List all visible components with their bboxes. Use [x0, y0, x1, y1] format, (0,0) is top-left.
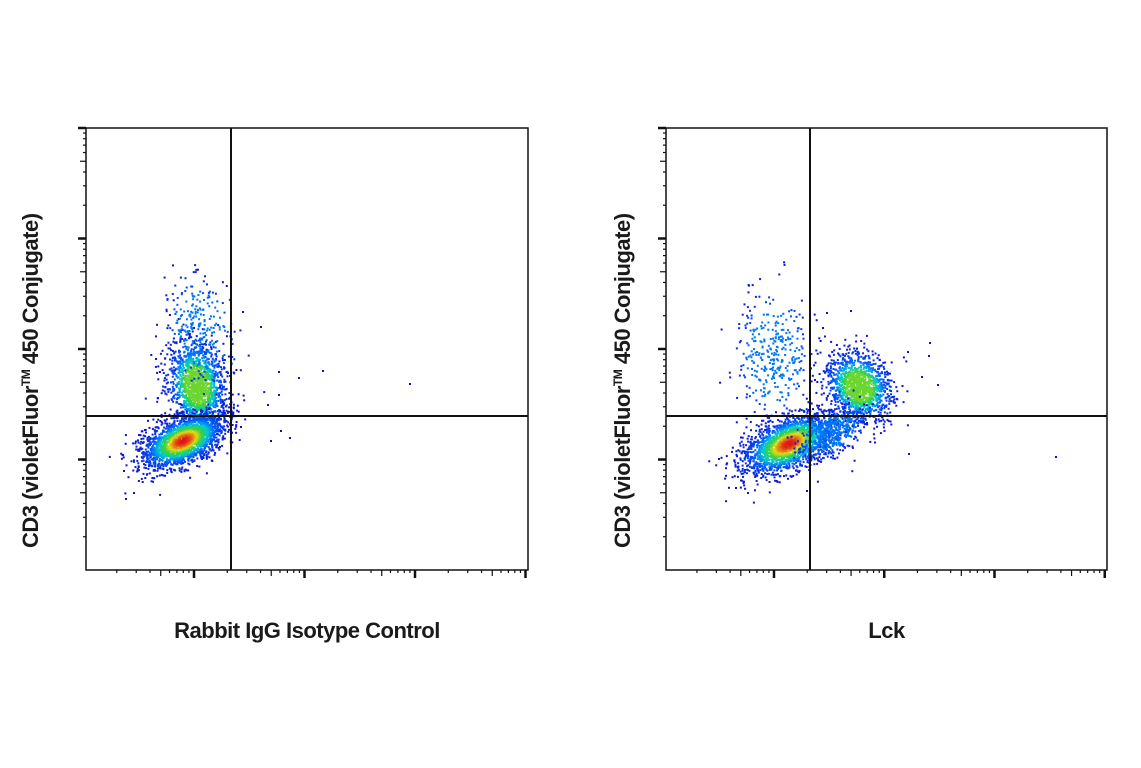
left-y-axis-label: CD3 (violetFluorTM 450 Conjugate) [18, 213, 44, 548]
event-dots [708, 261, 1057, 504]
right-x-axis-label: Lck [868, 618, 905, 643]
right-y-axis-label: CD3 (violetFluorTM 450 Conjugate) [610, 213, 636, 548]
lck-plot [658, 126, 1108, 578]
plot-frame [85, 127, 529, 571]
trademark-mark: TM [611, 369, 625, 387]
axis-ticks [658, 126, 1106, 578]
left-x-axis-label: Rabbit IgG Isotype Control [174, 618, 440, 643]
axis-ticks [78, 126, 527, 578]
y-label-text-tail: 450 Conjugate) [18, 213, 43, 370]
trademark-mark: TM [19, 369, 33, 387]
y-label-text-tail: 450 Conjugate) [610, 213, 635, 370]
isotype-control-plot [78, 126, 529, 578]
plot-frame [665, 127, 1108, 571]
y-label-text: CD3 (violetFluor [610, 386, 635, 548]
y-label-text: CD3 (violetFluor [18, 386, 43, 548]
event-dots [108, 264, 411, 500]
